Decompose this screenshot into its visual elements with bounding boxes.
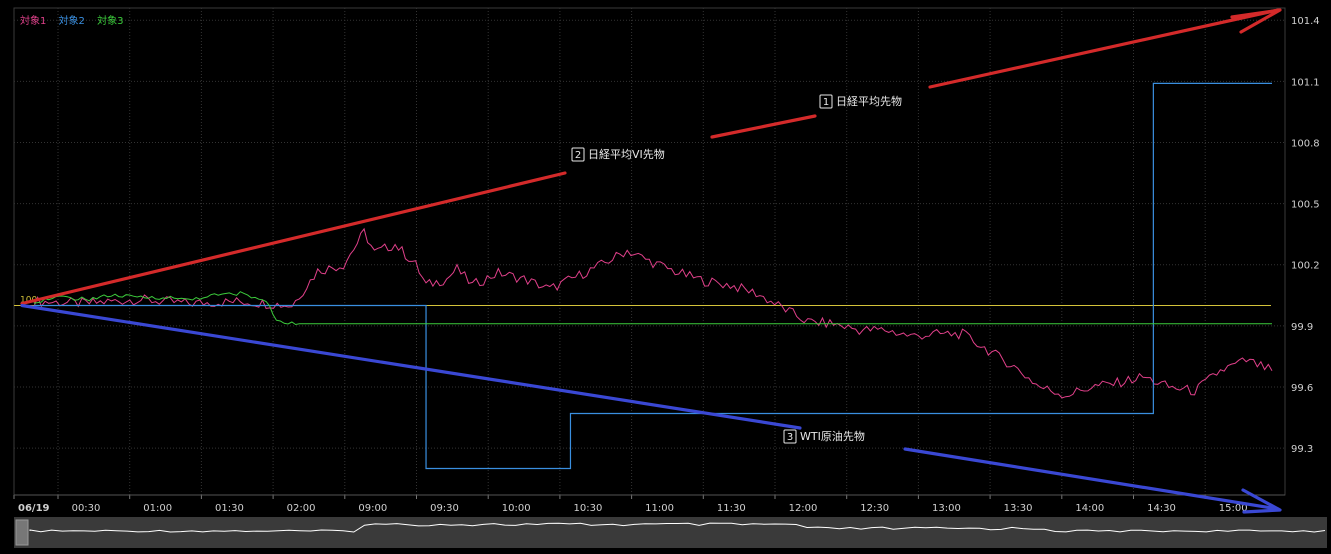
arrow-red-long-seg1 — [20, 171, 567, 306]
arrow-red-long-seg2 — [710, 114, 817, 139]
series-line-3 — [33, 291, 1272, 326]
x-tick-label: 06/19 — [18, 503, 50, 514]
annotation-number: 3 — [787, 432, 793, 443]
annotation-number-box — [783, 429, 797, 444]
x-tick-label: 02:00 — [287, 503, 316, 514]
y-tick-label: 101.1 — [1291, 77, 1320, 88]
annotation-label: 日経平均VI先物 — [588, 147, 665, 161]
x-tick-label: 09:00 — [358, 503, 387, 514]
x-tick-label: 15:00 — [1219, 503, 1248, 514]
annotation-label: 日経平均先物 — [836, 94, 902, 108]
x-tick-label: 00:30 — [72, 503, 101, 514]
y-tick-label: 100.2 — [1291, 261, 1320, 272]
y-tick-label: 100.5 — [1291, 200, 1320, 211]
y-tick-label: 99.6 — [1291, 383, 1313, 394]
navigator-bg — [14, 517, 1327, 548]
y-tick-label: 100.8 — [1291, 138, 1320, 149]
y-tick-label: 101.4 — [1291, 16, 1320, 27]
x-tick-label: 12:30 — [860, 503, 889, 514]
navigator-handle — [15, 519, 29, 546]
x-tick-label: 13:00 — [932, 503, 961, 514]
x-tick-label: 01:30 — [215, 503, 244, 514]
x-tick-label: 11:00 — [645, 503, 674, 514]
arrow-blue-seg2 — [903, 447, 1280, 511]
x-tick-label: 01:00 — [143, 503, 172, 514]
y-tick-label: 99.3 — [1291, 444, 1313, 455]
annotation-number-box — [819, 94, 833, 109]
arrow-red-long-seg3 — [928, 8, 1280, 89]
legend: 対象1 対象2 対象3 — [20, 12, 133, 27]
x-tick-label: 10:30 — [573, 503, 602, 514]
annotation-label: WTI原油先物 — [800, 429, 865, 443]
legend-item-3[interactable]: 対象3 — [97, 16, 124, 27]
series-line-1 — [33, 227, 1273, 399]
navigator-line — [29, 522, 1326, 533]
legend-item-1[interactable]: 対象1 — [20, 16, 47, 27]
x-tick-label: 10:00 — [502, 503, 531, 514]
x-tick-label: 14:00 — [1075, 503, 1104, 514]
annotation-number: 2 — [575, 150, 581, 161]
x-tick-label: 14:30 — [1147, 503, 1176, 514]
series-line-2 — [34, 82, 1272, 470]
x-tick-label: 13:30 — [1004, 503, 1033, 514]
annotation-number: 1 — [823, 97, 829, 108]
legend-item-2[interactable]: 対象2 — [58, 16, 85, 27]
arrow-red-head — [1230, 8, 1282, 34]
arrow-blue-head — [1241, 488, 1282, 514]
x-tick-label: 09:30 — [430, 503, 459, 514]
arrow-blue-seg1 — [20, 303, 802, 430]
y-tick-label: 99.9 — [1291, 322, 1313, 333]
annotation-number-box — [571, 147, 585, 162]
x-tick-label: 12:00 — [789, 503, 818, 514]
x-tick-label: 11:30 — [717, 503, 746, 514]
